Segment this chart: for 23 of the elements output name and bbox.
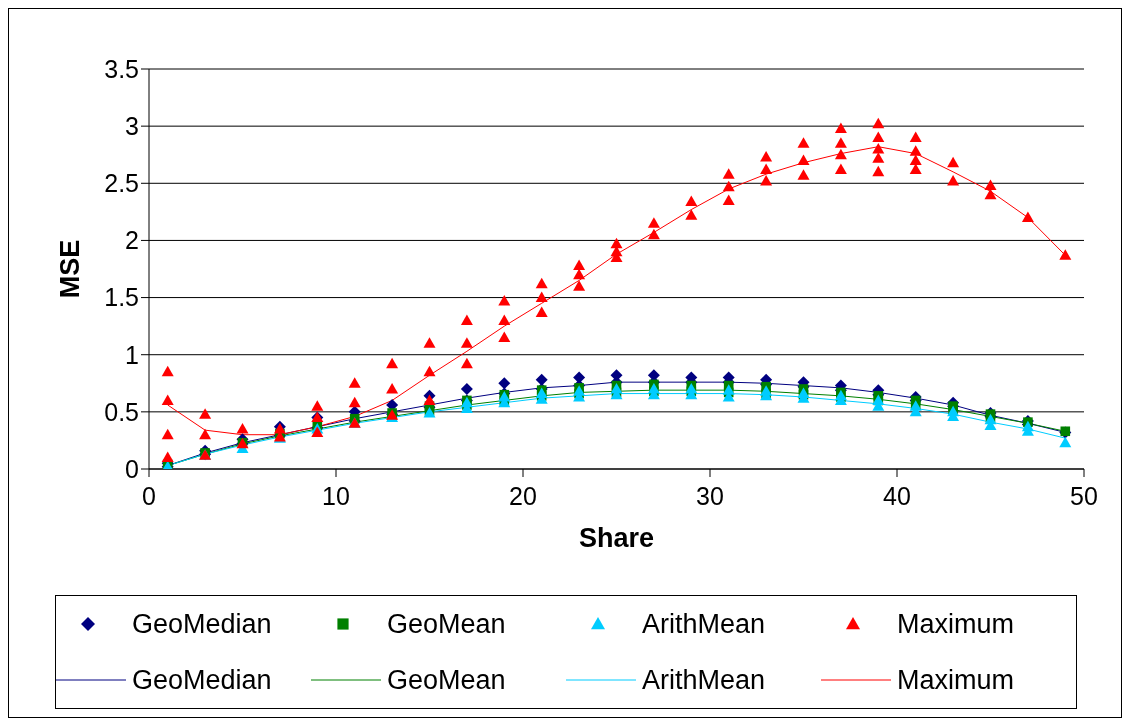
y-tick-label: 2.5 [104,169,139,198]
legend-label: GeoMean [387,608,506,640]
y-tick-label: 1 [125,340,139,369]
legend-label: Maximum [897,608,1015,640]
legend-label: GeoMedian [132,608,272,640]
x-tick-label: 10 [322,481,350,510]
legend-label: GeoMean [387,664,506,696]
y-tick-label: 0.5 [104,397,139,426]
legend-label: ArithMean [642,664,766,696]
y-tick-label: 2 [125,226,139,255]
x-axis-title: Share [578,523,655,553]
y-tick-label: 3 [125,112,139,141]
legend-label: GeoMedian [132,664,272,696]
y-tick-label: 3.5 [104,54,139,83]
x-tick-label: 20 [509,481,537,510]
legend-label: ArithMean [642,608,766,640]
y-tick-label: 0 [125,454,139,483]
y-tick-label: 1.5 [104,283,139,312]
x-tick-label: 30 [696,481,724,510]
x-tick-label: 40 [883,481,911,510]
y-axis-title: MSE [54,239,85,299]
legend-label: Maximum [897,664,1015,696]
x-tick-label: 50 [1070,481,1098,510]
